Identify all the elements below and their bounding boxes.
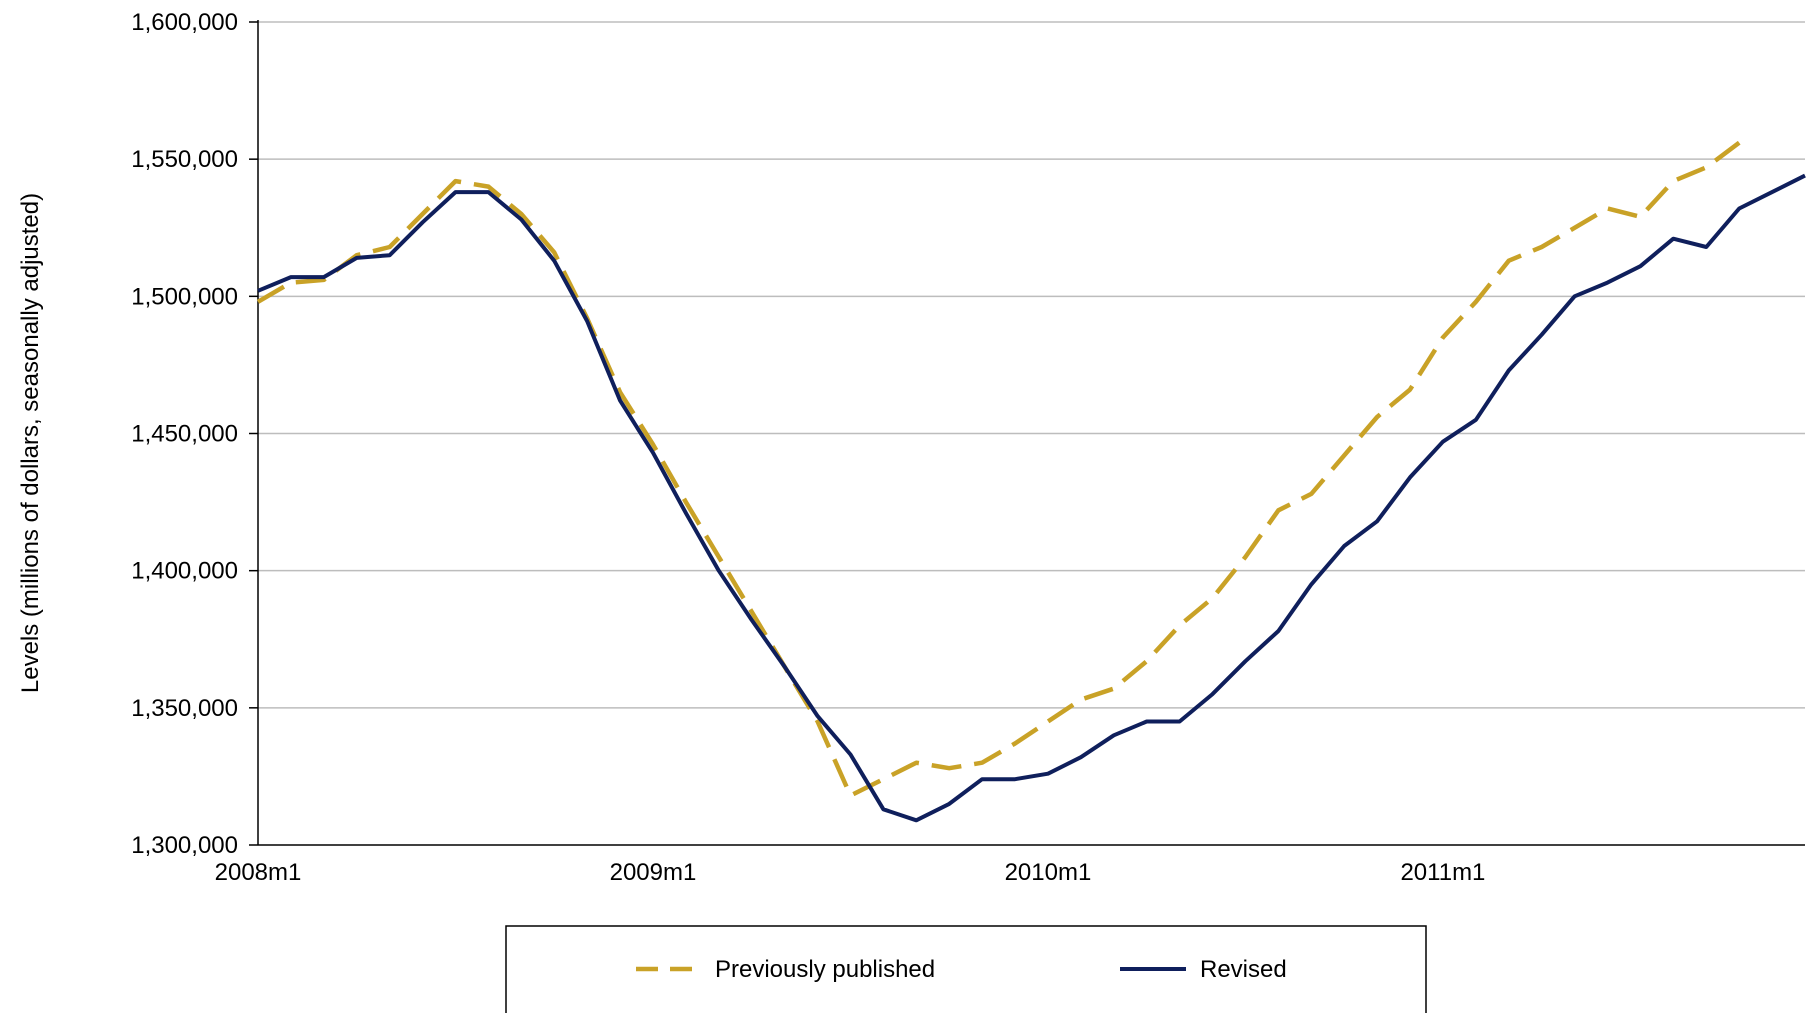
legend-box [505,925,1427,1013]
series-line-previously-published [256,140,1741,798]
x-tick-label: 2008m1 [215,859,302,886]
legend-label-revised: Revised [1200,956,1287,983]
x-tick-labels: 2008m1 2009m1 2010m1 2011m1 [215,859,1486,886]
y-tick-label: 1,400,000 [131,558,238,585]
x-tick-label: 2010m1 [1005,859,1092,886]
y-tick-labels: 1,300,000 1,350,000 1,400,000 1,450,000 1,50… [131,9,238,859]
y-tick-label: 1,300,000 [131,832,238,859]
y-tick-label: 1,350,000 [131,695,238,722]
y-tick-label: 1,500,000 [131,283,238,310]
axes [249,20,1805,846]
y-tick-label: 1,550,000 [131,146,238,173]
y-axis-title: Levels (millions of dollars, seasonally … [17,193,44,693]
x-tick-label: 2011m1 [1400,859,1485,886]
y-tick-label: 1,600,000 [131,9,238,36]
x-tick-label: 2009m1 [610,859,697,886]
y-tick-label: 1,450,000 [131,421,238,448]
gridlines [258,21,1805,709]
legend-label-previously-published: Previously published [715,956,935,983]
series-lines [256,140,1806,823]
legend: Previously published Revised [505,925,1427,1013]
series-line-revised [257,173,1806,823]
